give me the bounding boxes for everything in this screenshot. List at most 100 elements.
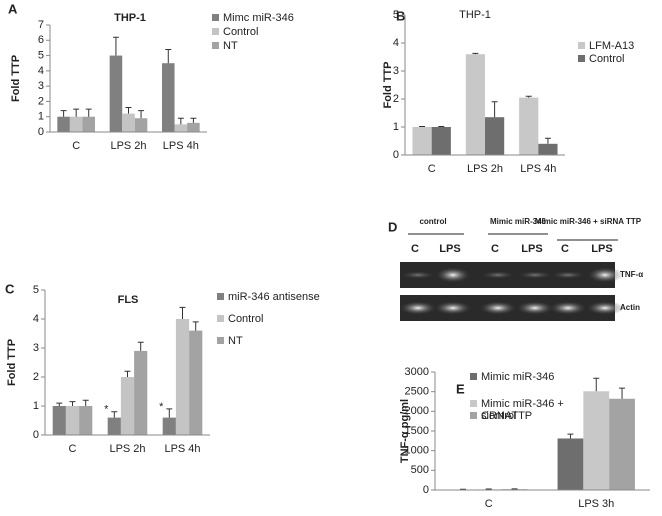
bar xyxy=(189,331,202,435)
bar xyxy=(110,56,123,132)
error-bar xyxy=(73,109,79,117)
bar xyxy=(79,406,92,435)
bar xyxy=(466,54,485,155)
chart-title: THP-1 xyxy=(459,9,491,21)
gel-band xyxy=(399,301,437,315)
legend-label: miR-346 antisense xyxy=(228,291,320,303)
gel-group: Mimic miR-346 + siRNA TTP xyxy=(535,217,642,226)
error-bar xyxy=(111,412,117,418)
x-tick-label: LPS 3h xyxy=(578,498,614,510)
chart-title: FLS xyxy=(118,294,139,306)
bar xyxy=(609,399,635,490)
bar xyxy=(175,124,188,132)
y-tick-label: 0 xyxy=(423,484,429,496)
legend-swatch xyxy=(470,412,477,419)
bar xyxy=(187,123,200,132)
y-tick-label: 4 xyxy=(33,313,39,325)
gel-panel: D control Mimic miR-346 Mimic miR-346 + … xyxy=(388,217,643,321)
gel-band xyxy=(480,271,516,279)
gel-band xyxy=(435,267,471,283)
error-bar xyxy=(472,53,478,54)
y-tick-label: 0 xyxy=(33,429,39,441)
bar xyxy=(57,117,70,132)
error-bar xyxy=(113,37,119,55)
bar xyxy=(432,127,451,155)
y-tick-label: 2 xyxy=(38,95,44,107)
y-tick-label: 0 xyxy=(38,126,44,138)
error-bar xyxy=(178,118,184,124)
bar xyxy=(163,418,176,435)
panel-label: A xyxy=(8,1,18,16)
y-tick-label: 1 xyxy=(33,400,39,412)
bar xyxy=(583,391,609,490)
y-tick-label: 3 xyxy=(393,65,399,77)
legend-label: Mimic miR-346 xyxy=(481,371,554,383)
lane-label: C xyxy=(491,243,499,255)
bar xyxy=(412,127,431,155)
y-tick-label: 500 xyxy=(411,464,429,476)
error-bar xyxy=(86,109,92,117)
error-bar xyxy=(70,402,76,406)
y-tick-label: 2500 xyxy=(405,386,429,398)
chart-title: THP-1 xyxy=(114,12,146,24)
lane-label: LPS xyxy=(521,243,542,255)
bar xyxy=(519,98,538,155)
legend-label: Control xyxy=(223,26,258,38)
y-tick-label: 2000 xyxy=(405,405,429,417)
error-bar xyxy=(190,118,196,123)
error-bar xyxy=(193,322,199,331)
x-tick-label: C xyxy=(485,498,493,510)
legend-label: Mimc miR-346 xyxy=(223,12,294,24)
legend-label: NT xyxy=(223,40,238,52)
y-axis-label: Fold TTP xyxy=(10,55,22,102)
gel-band xyxy=(400,271,436,279)
legend-swatch xyxy=(470,373,477,380)
bar xyxy=(122,114,135,132)
y-tick-label: 4 xyxy=(393,37,399,49)
y-tick-label: 3 xyxy=(33,342,39,354)
bar xyxy=(108,418,121,435)
legend-swatch xyxy=(217,315,224,322)
y-tick-label: 5 xyxy=(33,284,39,296)
y-tick-label: 6 xyxy=(38,34,44,46)
band-label: TNF-α xyxy=(620,270,643,279)
legend-label: Control xyxy=(589,53,624,65)
error-bar xyxy=(165,49,171,63)
y-tick-label: 3000 xyxy=(405,366,429,378)
band-label: Actin xyxy=(620,303,640,312)
legend-swatch xyxy=(212,14,219,21)
bar xyxy=(134,351,147,435)
x-tick-label: C xyxy=(72,140,80,152)
gel-band xyxy=(479,301,517,315)
x-tick-label: LPS 4h xyxy=(164,443,200,455)
bar xyxy=(121,377,134,435)
bar xyxy=(135,118,148,132)
lane-label: C xyxy=(411,243,419,255)
gel-band xyxy=(586,301,624,315)
gel-group: control xyxy=(419,217,446,226)
legend-label: NT xyxy=(228,335,243,347)
legend-swatch xyxy=(212,42,219,49)
y-tick-label: 4 xyxy=(38,65,44,77)
lane-label: LPS xyxy=(591,243,612,255)
y-tick-label: 1000 xyxy=(405,445,429,457)
bar xyxy=(558,438,584,490)
x-tick-label: C xyxy=(69,443,77,455)
gel-band xyxy=(587,267,623,283)
error-bar xyxy=(138,342,144,351)
x-tick-label: LPS 2h xyxy=(109,443,145,455)
panel-label: C xyxy=(5,281,15,296)
gel-band xyxy=(516,301,554,315)
legend-swatch xyxy=(217,337,224,344)
legend-label: LFM-A13 xyxy=(589,40,634,52)
gel-band xyxy=(517,271,553,279)
y-tick-label: 2 xyxy=(393,93,399,105)
bar xyxy=(485,117,504,155)
lane-label: LPS xyxy=(439,243,460,255)
error-bar xyxy=(545,138,551,144)
error-bar xyxy=(125,371,131,377)
gel-band xyxy=(434,301,472,315)
legend-swatch xyxy=(578,42,585,49)
panel-label: D xyxy=(388,219,397,234)
